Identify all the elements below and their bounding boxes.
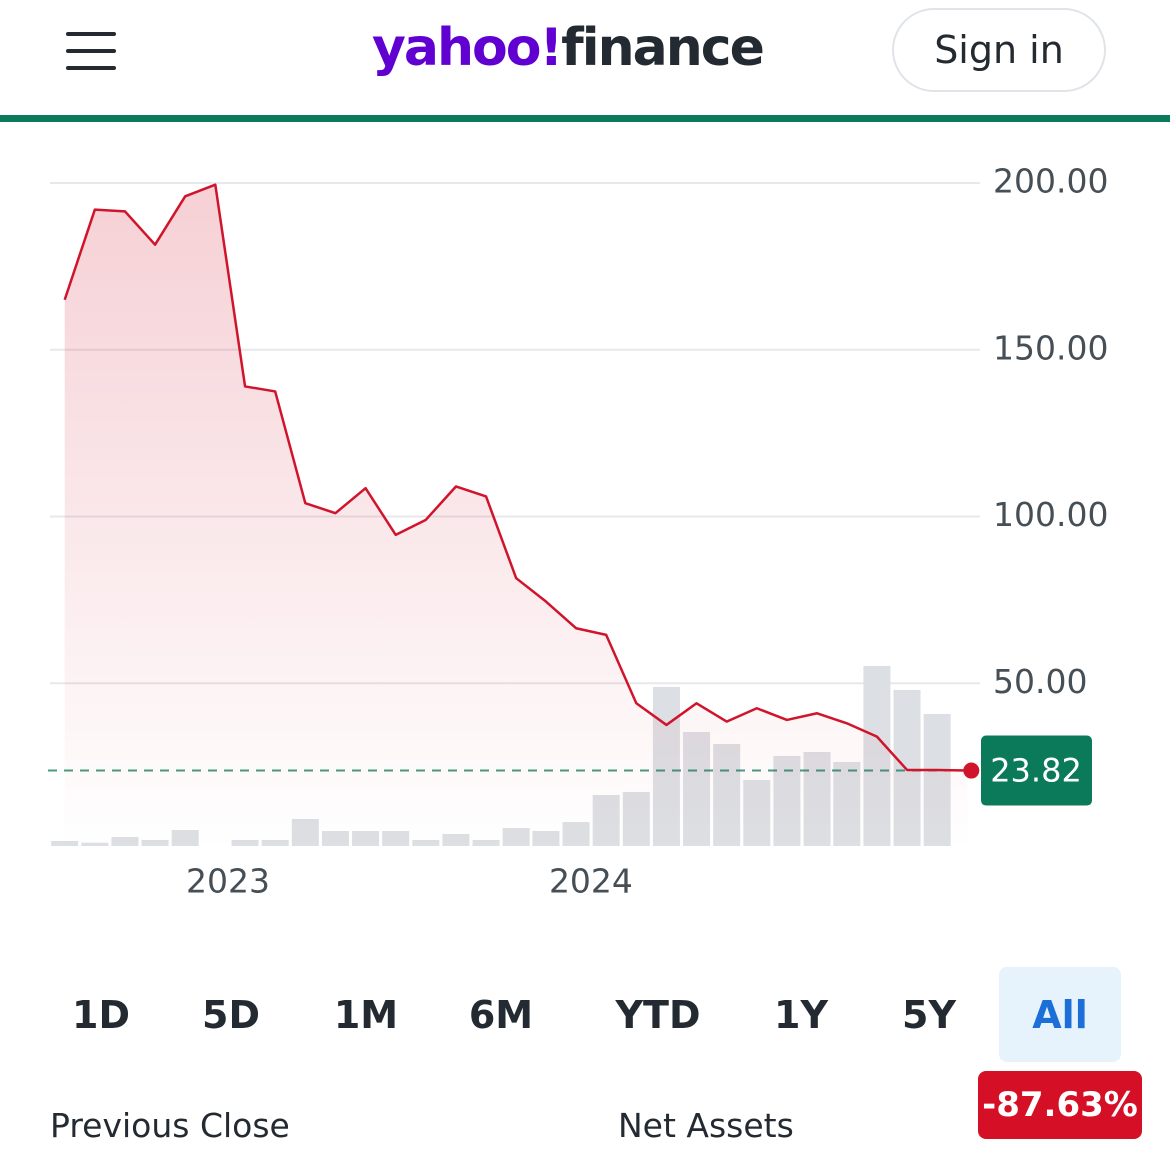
last-price-label: 23.82 — [990, 752, 1082, 790]
logo-product: finance — [561, 18, 765, 78]
sign-in-button[interactable]: Sign in — [892, 8, 1106, 92]
range-button[interactable]: 6M — [468, 992, 534, 1037]
y-tick-label: 50.00 — [993, 662, 1087, 701]
range-button[interactable]: 1M — [333, 992, 399, 1037]
y-tick-label: 200.00 — [993, 162, 1108, 201]
y-tick-label: 100.00 — [993, 495, 1108, 534]
range-selector: 1D 5D 1M 6M YTD 1Y 5Y All — [40, 967, 1130, 1062]
price-line — [63, 183, 968, 772]
last-price-badge — [981, 735, 1092, 806]
menu-button[interactable] — [66, 32, 116, 70]
price-area — [64, 184, 968, 851]
range-button[interactable]: 5D — [202, 992, 260, 1037]
stat-label: Net Assets — [618, 1106, 794, 1145]
header: yahoo!finance Sign in — [0, 0, 1170, 115]
logo[interactable]: yahoo!finance — [372, 18, 765, 78]
range-button[interactable]: 1Y — [774, 992, 828, 1037]
change-badge: -87.63% — [978, 1071, 1142, 1139]
range-button[interactable]: 1D — [72, 992, 130, 1037]
logo-brand: yahoo! — [372, 18, 563, 78]
x-tick-label: 2023 — [186, 862, 270, 901]
y-tick-label: 150.00 — [993, 328, 1108, 367]
x-tick-label: 2024 — [549, 862, 633, 901]
header-rule — [0, 115, 1170, 122]
last-point — [963, 762, 980, 779]
stat-label: Previous Close — [50, 1106, 290, 1145]
chart: 200.00 150.00 100.00 50.00 2023 2024 23.82 — [48, 162, 1108, 901]
range-button[interactable]: YTD — [615, 992, 701, 1037]
range-button[interactable]: All — [999, 967, 1121, 1062]
range-button[interactable]: 5Y — [902, 992, 956, 1037]
